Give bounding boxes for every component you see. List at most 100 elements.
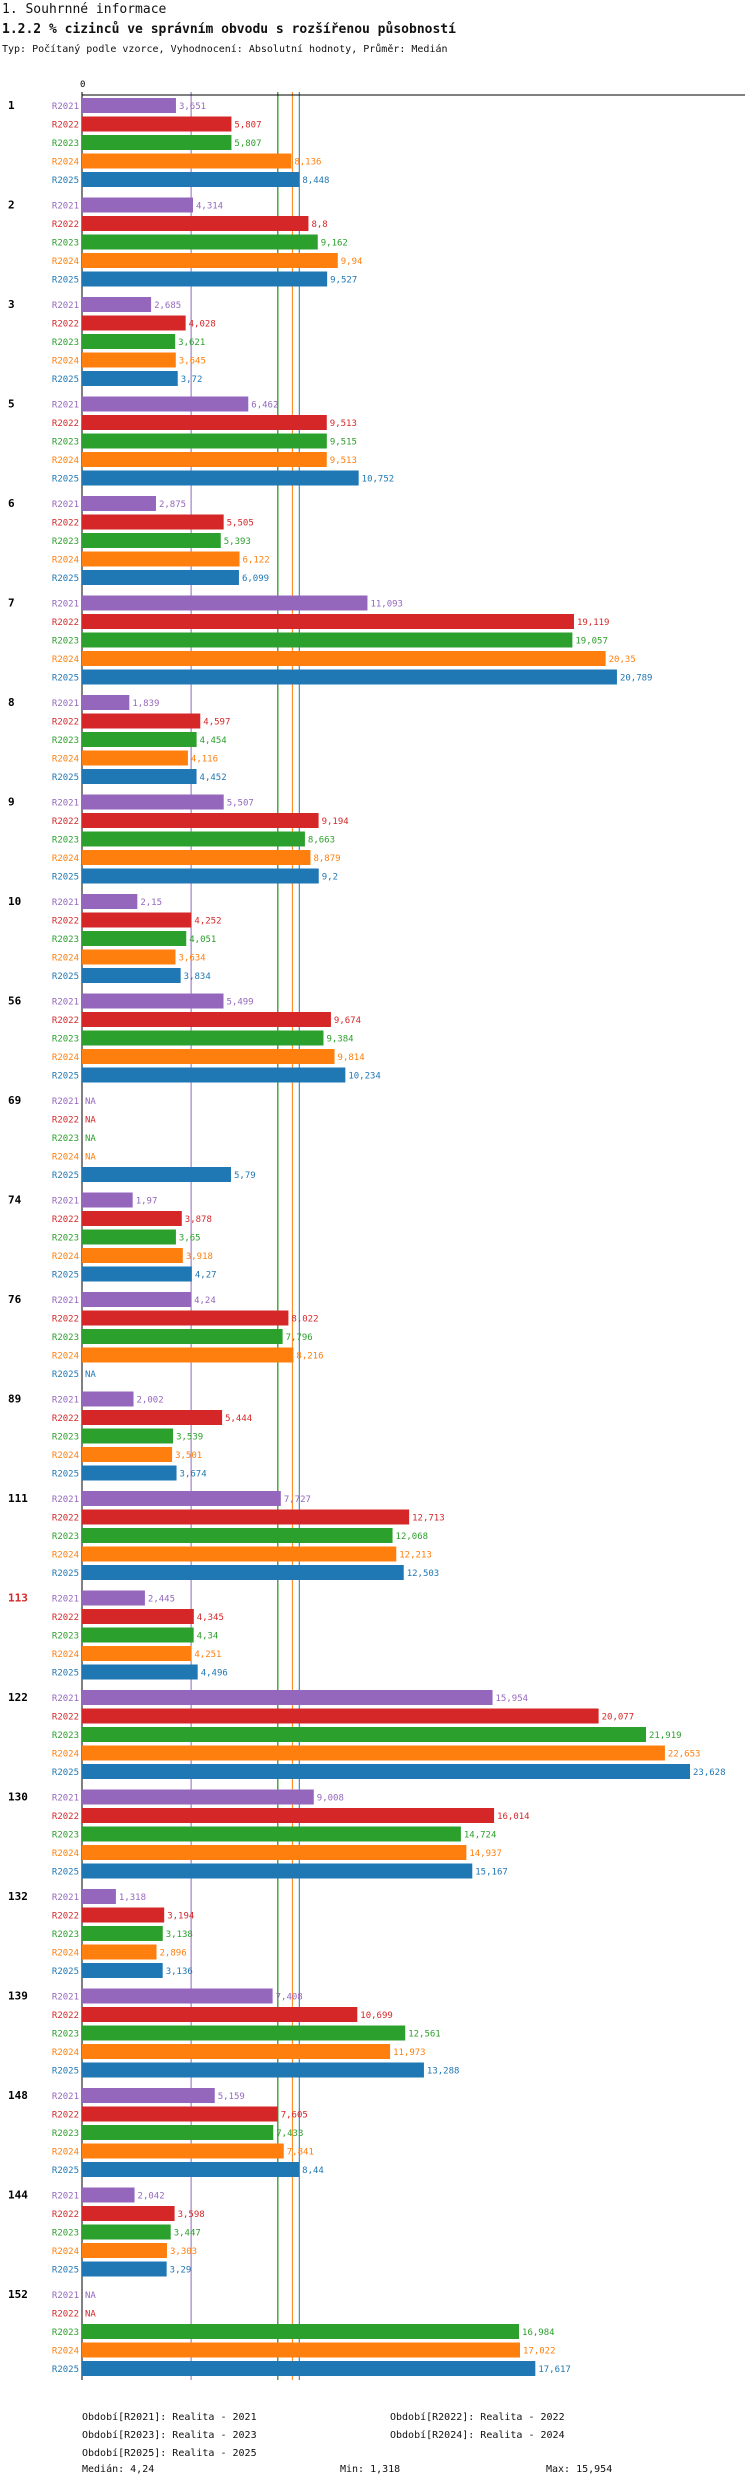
series-label: R2023	[52, 1035, 79, 1045]
bar-3-r2025	[82, 371, 178, 386]
value-label: 2,445	[148, 1595, 175, 1605]
bar-1-r2025	[82, 172, 300, 187]
series-label: R2023	[52, 637, 79, 647]
bar-152-r2024	[82, 2342, 521, 2358]
bar-8-r2023	[82, 732, 197, 747]
value-label: 13,288	[427, 2067, 460, 2077]
bar-132-r2025	[82, 1963, 163, 1978]
bar-8-r2021	[82, 695, 130, 710]
value-label: 9,814	[338, 1053, 365, 1063]
bar-2-r2025	[82, 271, 328, 287]
value-label: 14,724	[464, 1831, 497, 1841]
bar-122-r2022	[82, 1708, 599, 1724]
chart-subtitle: Typ: Počítaný podle vzorce, Vyhodnocení:…	[2, 44, 448, 55]
value-label: 8,448	[302, 176, 329, 186]
series-label: R2021	[52, 2291, 79, 2301]
value-label: 3,634	[179, 954, 206, 964]
bar-89-r2023	[82, 1428, 174, 1444]
series-label: R2025	[52, 2067, 79, 2077]
value-label: 8,022	[291, 1315, 318, 1325]
category-label: 111	[8, 1492, 28, 1505]
bar-9-r2021	[82, 794, 224, 810]
bar-89-r2021	[82, 1391, 134, 1407]
bar-5-r2022	[82, 415, 327, 430]
bar-89-r2024	[82, 1447, 173, 1462]
bar-113-r2025	[82, 1664, 198, 1680]
value-label: 12,713	[412, 1514, 445, 1524]
bar-chart: 0 1 R2021 3,651 R2022 5,807 R2023 5,807 R2024 8,1…	[8, 80, 745, 2380]
category-label: 113	[8, 1592, 28, 1605]
bar-132-r2022	[82, 1907, 165, 1923]
value-label: 4,27	[195, 1271, 217, 1281]
series-label: R2021	[52, 1396, 79, 1406]
value-label: 10,234	[348, 1072, 381, 1082]
bar-139-r2024	[82, 2044, 391, 2059]
category-label: 8	[8, 696, 15, 709]
series-label: R2023	[52, 338, 79, 348]
series-label: R2021	[52, 301, 79, 311]
series-label: R2022	[52, 1116, 79, 1126]
value-label: 6,099	[242, 574, 269, 584]
series-label: R2024	[52, 1849, 79, 1859]
series-label: R2021	[52, 898, 79, 908]
series-label: R2021	[52, 1197, 79, 1207]
series-label: R2021	[52, 401, 79, 411]
series-label: R2022	[52, 320, 79, 330]
series-label: R2025	[52, 1171, 79, 1181]
value-label: 8,44	[302, 2166, 324, 2176]
value-label: 6,462	[251, 401, 278, 411]
value-label: 6,122	[243, 556, 270, 566]
series-label: R2025	[52, 1370, 79, 1380]
series-label: R2022	[52, 1514, 79, 1524]
bar-74-r2024	[82, 1248, 183, 1263]
series-label: R2021	[52, 500, 79, 510]
bar-6-r2021	[82, 496, 156, 511]
value-label: 3,72	[181, 375, 203, 385]
value-label: 7,841	[287, 2148, 314, 2158]
value-label: 4,454	[200, 736, 227, 746]
series-label: R2025	[52, 873, 79, 883]
bar-139-r2022	[82, 2007, 358, 2022]
bar-122-r2025	[82, 1764, 690, 1779]
legend-item-r2024: Období[R2024]: Realita - 2024	[390, 2430, 565, 2441]
series-label: R2023	[52, 2229, 79, 2239]
bar-76-r2022	[82, 1310, 289, 1326]
chart-title: 1.2.2 % cizinců ve správním obvodu s roz…	[2, 22, 456, 37]
series-label: R2021	[52, 799, 79, 809]
series-label: R2024	[52, 556, 79, 566]
bar-152-r2025	[82, 2361, 536, 2376]
value-label: 3,136	[166, 1967, 193, 1977]
bar-2-r2024	[82, 253, 338, 268]
bar-139-r2023	[82, 2025, 406, 2041]
series-label: R2023	[52, 1333, 79, 1343]
value-label: 1,318	[119, 1893, 146, 1903]
legend-item-r2021: Období[R2021]: Realita - 2021	[82, 2412, 257, 2423]
bar-148-r2022	[82, 2106, 278, 2122]
series-label: R2023	[52, 1134, 79, 1144]
category-label: 76	[8, 1293, 22, 1306]
series-label: R2022	[52, 718, 79, 728]
value-label: 10,752	[362, 475, 395, 485]
bar-130-r2025	[82, 1863, 473, 1879]
series-label: R2024	[52, 1650, 79, 1660]
bar-113-r2024	[82, 1646, 192, 1661]
value-label: 5,159	[218, 2092, 245, 2102]
category-label: 56	[8, 995, 22, 1008]
series-label: R2025	[52, 1072, 79, 1082]
category-label: 89	[8, 1393, 21, 1406]
bar-148-r2023	[82, 2125, 274, 2140]
value-label: 15,167	[475, 1868, 508, 1878]
series-label: R2025	[52, 2266, 79, 2276]
bar-3-r2022	[82, 315, 186, 331]
value-label: 2,875	[159, 500, 186, 510]
value-label: 5,393	[224, 537, 251, 547]
bar-9-r2025	[82, 868, 319, 884]
series-label: R2023	[52, 239, 79, 249]
value-label: 20,789	[620, 674, 653, 684]
series-label: R2024	[52, 2247, 79, 2257]
series-label: R2022	[52, 2210, 79, 2220]
series-label: R2021	[52, 1495, 79, 1505]
series-label: R2025	[52, 1768, 79, 1778]
bar-122-r2023	[82, 1727, 647, 1742]
value-label: NA	[85, 1097, 96, 1107]
